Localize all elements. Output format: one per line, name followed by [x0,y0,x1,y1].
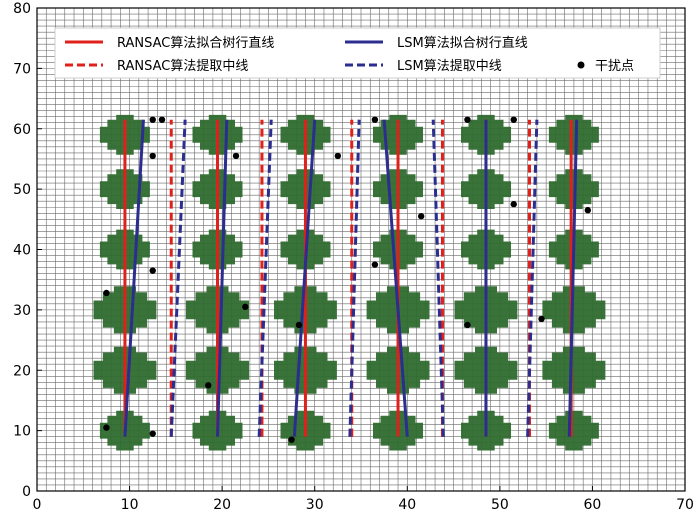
interference-point [295,321,303,329]
legend-label: 干扰点 [595,59,634,74]
y-tick-label: 80 [13,1,31,17]
crop-plant [542,286,606,334]
interference-point [103,424,110,431]
interference-point [464,321,471,329]
x-tick-label: 0 [33,497,42,513]
legend-label: LSM算法拟合树行直线 [397,36,528,51]
x-tick-label: 40 [398,497,416,513]
legend-label: RANSAC算法提取中线 [117,58,248,74]
interference-point [149,152,156,160]
crop-plant [542,346,606,394]
interference-point [158,116,166,123]
lsm-row-line [567,119,579,437]
crop-plant [548,114,599,155]
interference-point [288,436,295,443]
lsm-center-line [257,119,273,437]
y-tick-label: 60 [13,122,31,138]
lsm-row-line [123,119,145,437]
interference-point [464,116,471,123]
interference-point [510,201,517,208]
y-tick-label: 50 [13,182,31,198]
interference-point [334,152,342,160]
x-tick-label: 20 [213,497,231,513]
y-tick-label: 30 [13,303,31,319]
legend-label: RANSAC算法拟合树行直线 [117,36,274,51]
interference-point [510,116,517,123]
x-tick-label: 70 [676,497,694,513]
interference-point [149,267,156,274]
interference-point [584,207,591,214]
legend: RANSAC算法拟合树行直线 LSM算法拟合树行直线 RANSAC算法提取中线 LSM… [54,27,661,79]
x-tick-label: 10 [121,497,139,513]
x-tick-label: 30 [306,497,324,513]
lsm-row-line [382,119,409,437]
y-tick-label: 40 [13,243,31,259]
lsm-center-line [348,119,361,437]
y-tick-label: 10 [13,424,31,440]
lsm-row-line [216,119,229,437]
lsm-center-line [169,119,187,437]
x-tick-label: 60 [584,497,602,513]
interference-point [205,382,212,389]
interference-point [232,152,240,160]
lsm-center-line [526,119,539,437]
y-tick-label: 0 [22,484,31,500]
legend-box [54,27,661,79]
crop-plant [548,410,599,451]
interference-point [538,315,545,323]
interference-point [149,430,156,437]
interference-point [371,261,379,268]
legend-marker [577,61,585,69]
y-tick-label: 20 [13,363,31,379]
lsm-center-line [431,119,445,437]
legend-label: LSM算法提取中线 [397,58,502,74]
lsm-row-line [292,119,317,437]
interference-point [371,116,379,123]
interference-points [103,116,591,443]
interference-point [417,213,425,220]
interference-point [149,116,156,123]
interference-point [103,289,110,297]
axes: 0 10 20 30 40 50 60 70 0 10 20 30 40 50 60 70 80 [13,1,694,513]
fitted-lines [123,119,579,437]
interference-point [242,303,249,311]
x-tick-label: 50 [491,497,509,513]
y-tick-label: 70 [13,61,31,77]
